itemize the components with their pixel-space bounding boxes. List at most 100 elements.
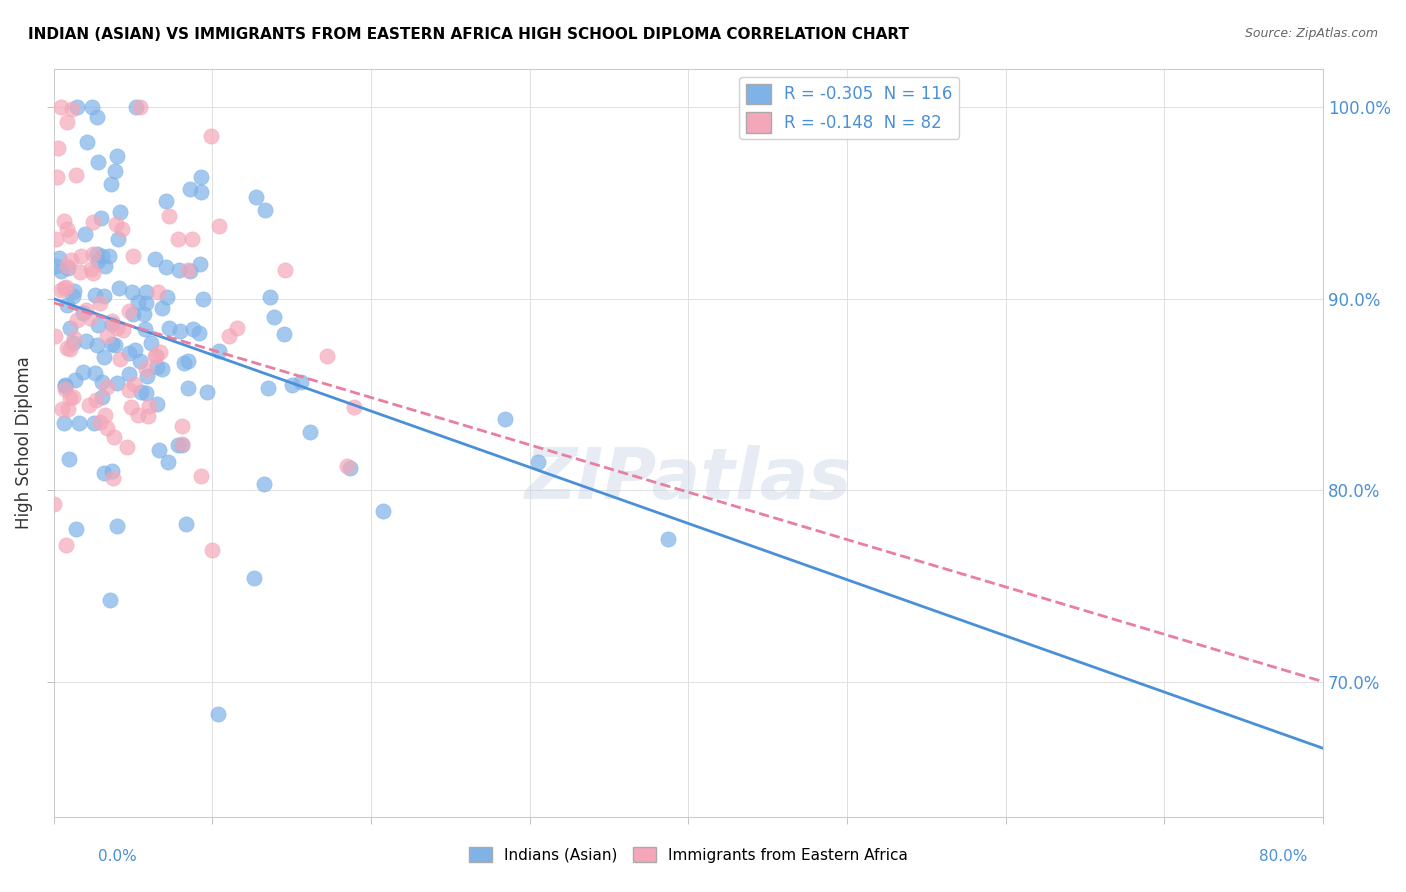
Immigrants from Eastern Africa — [190, 469, 212, 483]
Indians (Asian) — [132, 307, 155, 321]
Indians (Asian) — [104, 164, 127, 178]
Indians (Asian) — [82, 100, 104, 114]
Immigrants from Eastern Africa — [146, 285, 169, 300]
Immigrants from Eastern Africa — [51, 100, 73, 114]
Indians (Asian) — [90, 211, 112, 226]
Immigrants from Eastern Africa — [59, 392, 82, 406]
Indians (Asian) — [177, 381, 200, 395]
Indians (Asian) — [273, 326, 295, 341]
Immigrants from Eastern Africa — [122, 249, 145, 263]
Immigrants from Eastern Africa — [128, 100, 150, 114]
Text: INDIAN (ASIAN) VS IMMIGRANTS FROM EASTERN AFRICA HIGH SCHOOL DIPLOMA CORRELATION: INDIAN (ASIAN) VS IMMIGRANTS FROM EASTER… — [28, 27, 910, 42]
Immigrants from Eastern Africa — [96, 420, 118, 434]
Indians (Asian) — [98, 249, 121, 263]
Indians (Asian) — [150, 361, 173, 376]
Indians (Asian) — [72, 306, 94, 320]
Indians (Asian) — [105, 376, 128, 390]
Indians (Asian) — [188, 326, 211, 340]
Immigrants from Eastern Africa — [56, 222, 79, 236]
Indians (Asian) — [143, 252, 166, 266]
Indians (Asian) — [56, 260, 79, 275]
Indians (Asian) — [65, 522, 87, 536]
Indians (Asian) — [339, 461, 361, 475]
Immigrants from Eastern Africa — [51, 401, 73, 416]
Indians (Asian) — [281, 377, 304, 392]
Immigrants from Eastern Africa — [59, 342, 82, 356]
Immigrants from Eastern Africa — [59, 229, 82, 244]
Indians (Asian) — [156, 455, 179, 469]
Immigrants from Eastern Africa — [127, 408, 149, 422]
Immigrants from Eastern Africa — [143, 349, 166, 363]
Indians (Asian) — [290, 376, 312, 390]
Indians (Asian) — [166, 438, 188, 452]
Immigrants from Eastern Africa — [181, 232, 204, 246]
Immigrants from Eastern Africa — [59, 253, 82, 268]
Indians (Asian) — [135, 295, 157, 310]
Indians (Asian) — [146, 397, 169, 411]
Indians (Asian) — [90, 249, 112, 263]
Indians (Asian) — [245, 190, 267, 204]
Indians (Asian) — [87, 318, 110, 332]
Indians (Asian) — [179, 182, 201, 196]
Immigrants from Eastern Africa — [75, 302, 97, 317]
Indians (Asian) — [107, 281, 129, 295]
Immigrants from Eastern Africa — [176, 263, 198, 277]
Indians (Asian) — [76, 135, 98, 149]
Indians (Asian) — [66, 100, 89, 114]
Indians (Asian) — [72, 365, 94, 379]
Indians (Asian) — [139, 336, 162, 351]
Indians (Asian) — [45, 259, 67, 273]
Immigrants from Eastern Africa — [94, 408, 117, 422]
Indians (Asian) — [135, 285, 157, 300]
Immigrants from Eastern Africa — [111, 222, 134, 236]
Indians (Asian) — [105, 149, 128, 163]
Text: ZIPatlas: ZIPatlas — [524, 445, 852, 515]
Immigrants from Eastern Africa — [51, 284, 73, 298]
Indians (Asian) — [157, 321, 180, 335]
Immigrants from Eastern Africa — [274, 262, 297, 277]
Indians (Asian) — [169, 263, 191, 277]
Indians (Asian) — [195, 384, 218, 399]
Indians (Asian) — [93, 466, 115, 480]
Immigrants from Eastern Africa — [46, 141, 69, 155]
Immigrants from Eastern Africa — [79, 398, 101, 412]
Immigrants from Eastern Africa — [226, 321, 249, 335]
Indians (Asian) — [49, 264, 72, 278]
Immigrants from Eastern Africa — [343, 400, 366, 414]
Indians (Asian) — [62, 284, 84, 298]
Indians (Asian) — [135, 386, 157, 401]
Indians (Asian) — [86, 155, 108, 169]
Immigrants from Eastern Africa — [170, 437, 193, 451]
Immigrants from Eastern Africa — [44, 497, 66, 511]
Indians (Asian) — [135, 369, 157, 384]
Immigrants from Eastern Africa — [157, 209, 180, 223]
Immigrants from Eastern Africa — [53, 281, 76, 295]
Indians (Asian) — [190, 170, 212, 185]
Immigrants from Eastern Africa — [149, 344, 172, 359]
Immigrants from Eastern Africa — [112, 323, 135, 337]
Immigrants from Eastern Africa — [96, 328, 118, 343]
Indians (Asian) — [177, 353, 200, 368]
Immigrants from Eastern Africa — [62, 390, 84, 404]
Immigrants from Eastern Africa — [122, 377, 145, 392]
Indians (Asian) — [100, 177, 122, 191]
Immigrants from Eastern Africa — [89, 415, 111, 429]
Immigrants from Eastern Africa — [101, 471, 124, 485]
Indians (Asian) — [298, 425, 321, 439]
Immigrants from Eastern Africa — [105, 321, 128, 335]
Indians (Asian) — [90, 376, 112, 390]
Indians (Asian) — [129, 354, 152, 368]
Immigrants from Eastern Africa — [115, 441, 138, 455]
Indians (Asian) — [94, 259, 117, 273]
Immigrants from Eastern Africa — [82, 266, 104, 280]
Immigrants from Eastern Africa — [55, 342, 77, 356]
Immigrants from Eastern Africa — [53, 383, 76, 397]
Immigrants from Eastern Africa — [218, 329, 240, 343]
Immigrants from Eastern Africa — [118, 303, 141, 318]
Indians (Asian) — [84, 288, 107, 302]
Immigrants from Eastern Africa — [166, 232, 188, 246]
Indians (Asian) — [155, 194, 177, 209]
Indians (Asian) — [148, 442, 170, 457]
Immigrants from Eastern Africa — [79, 310, 101, 325]
Indians (Asian) — [253, 476, 276, 491]
